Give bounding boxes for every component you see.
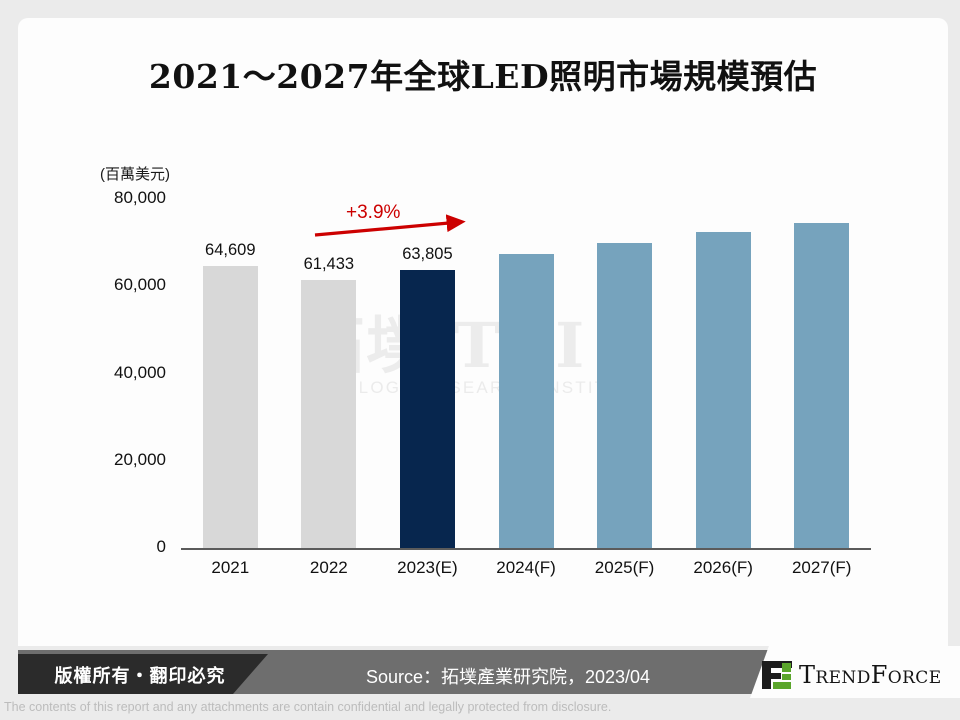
trendforce-logo: TrendForce <box>762 658 942 692</box>
y-axis-unit-label: (百萬美元) <box>100 166 170 183</box>
x-axis-tick-label: 2025(F) <box>594 558 655 577</box>
page-title: 2021～2027年全球LED照明市場規模預估 <box>148 57 818 96</box>
disclaimer-text: The contents of this report and any atta… <box>4 700 612 714</box>
bar-value-label: 61,433 <box>303 254 355 273</box>
growth-arrow-icon <box>314 214 466 237</box>
bar-2024(F)[interactable] <box>498 253 554 548</box>
y-axis-tick-label: 0 <box>156 537 166 556</box>
x-axis-line <box>181 548 871 550</box>
footer-black-tag <box>18 654 268 694</box>
bar-2021[interactable] <box>202 266 258 548</box>
x-axis-tick-label: 2021 <box>211 558 250 577</box>
bar-value-label: 64,609 <box>205 241 256 260</box>
bar-2026(F)[interactable] <box>695 232 751 548</box>
x-axis-tick-label: 2027(F) <box>791 558 852 577</box>
slide-card: 2021～2027年全球LED照明市場規模預估 拓墣 TRI TOPOLOGY … <box>18 18 948 646</box>
bar-2022[interactable] <box>301 279 357 548</box>
x-axis-tick-label: 2026(F) <box>693 558 753 577</box>
trendforce-mark-icon <box>762 661 792 689</box>
growth-annotation: +3.9% <box>310 202 480 244</box>
trendforce-wordmark: TrendForce <box>799 661 942 689</box>
y-axis-tick-label: 40,000 <box>114 362 166 382</box>
bar-2027(F)[interactable] <box>794 222 850 548</box>
bar-2025(F)[interactable] <box>597 243 653 548</box>
slide-footer: 版權所有・翻印必究 Source：拓墣產業研究院，2023/04 TrendFo… <box>0 646 960 720</box>
y-axis-tick-label: 60,000 <box>114 275 166 295</box>
bar-chart: (百萬美元) 0 20,000 40,000 60,000 80,000 64,609 6… <box>18 18 948 646</box>
x-axis-tick-label: 2024(F) <box>496 558 556 577</box>
bar-2023(E)[interactable] <box>399 269 455 548</box>
x-axis-tick-label: 2022 <box>309 558 348 577</box>
x-axis-tick-label: 2023(E) <box>397 558 458 577</box>
source-note: Source：拓墣產業研究院，2023/04 <box>365 667 651 687</box>
bar-value-label: 63,805 <box>402 244 453 263</box>
y-axis-tick-label: 80,000 <box>114 188 166 207</box>
y-axis-tick-label: 20,000 <box>114 449 166 469</box>
copyright-notice: 版權所有・翻印必究 <box>54 666 226 686</box>
growth-rate-label: +3.9% <box>346 202 401 223</box>
